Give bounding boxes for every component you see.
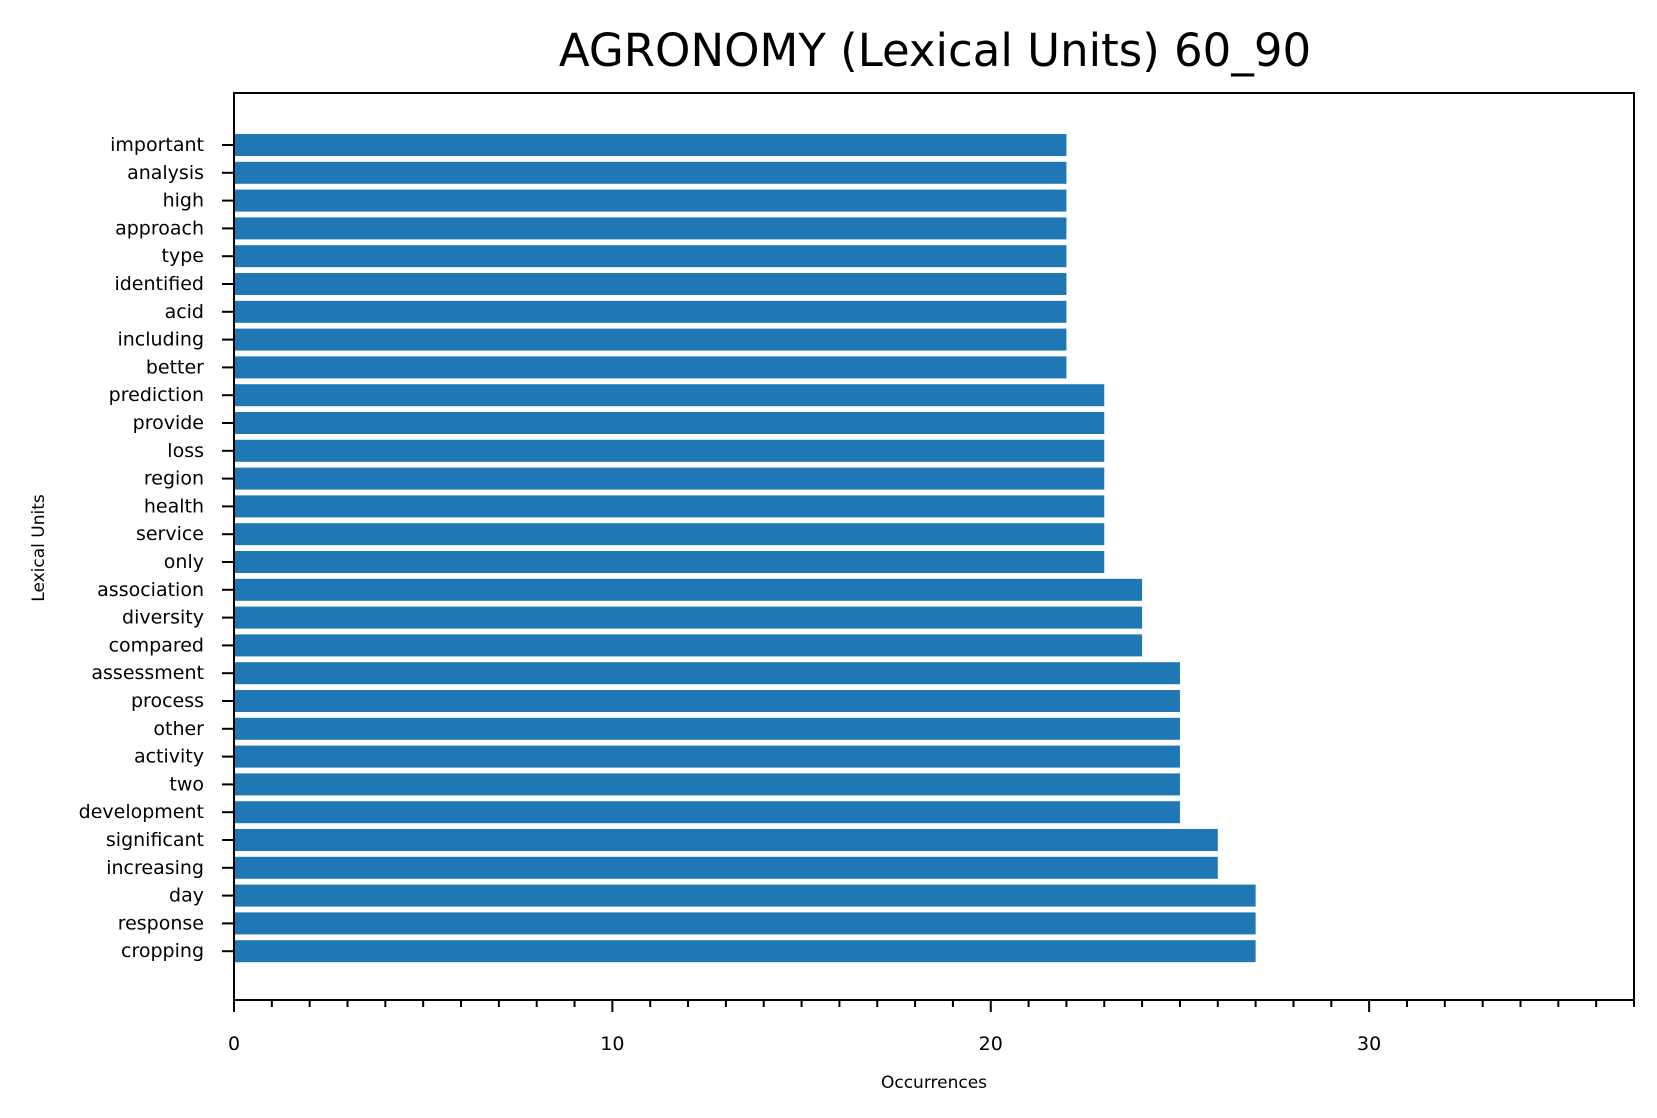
y-tick-label: service xyxy=(136,523,204,545)
y-tick-label: day xyxy=(169,885,204,907)
y-tick-label: acid xyxy=(165,301,204,323)
bar-two xyxy=(234,773,1180,796)
y-tick-label: association xyxy=(97,579,204,601)
bars-group xyxy=(234,134,1256,963)
y-ticks-group: important analysis high approach type identif… xyxy=(79,134,234,962)
bar-including xyxy=(234,328,1067,351)
bar-response xyxy=(234,912,1256,935)
bar-compared xyxy=(234,634,1143,657)
y-tick-label: approach xyxy=(115,217,204,239)
x-tick-label: 10 xyxy=(600,1033,624,1055)
y-tick-label: assessment xyxy=(91,662,204,684)
x-tick-label: 30 xyxy=(1357,1033,1381,1055)
y-tick-label: region xyxy=(144,468,204,490)
y-tick-label: health xyxy=(144,495,204,517)
y-tick-label: including xyxy=(117,329,204,351)
y-tick-label: two xyxy=(169,773,204,795)
bar-other xyxy=(234,717,1180,740)
bar-region xyxy=(234,467,1105,490)
y-axis-label: Lexical Units xyxy=(29,494,49,602)
bar-type xyxy=(234,245,1067,268)
bar-better xyxy=(234,356,1067,379)
bar-diversity xyxy=(234,606,1143,629)
bar-activity xyxy=(234,745,1180,768)
bar-loss xyxy=(234,439,1105,462)
bar-development xyxy=(234,801,1180,824)
x-ticks-group: 0 10 20 30 xyxy=(228,1000,1635,1055)
bar-provide xyxy=(234,412,1105,434)
bar-identified xyxy=(234,273,1067,295)
x-axis-label: Occurrences xyxy=(881,1073,987,1093)
bar-approach xyxy=(234,217,1067,240)
bar-service xyxy=(234,523,1105,546)
y-tick-label: loss xyxy=(167,440,204,462)
bar-increasing xyxy=(234,856,1218,879)
bar-acid xyxy=(234,300,1067,323)
y-tick-label: high xyxy=(163,190,204,212)
chart-title: AGRONOMY (Lexical Units) 60_90 xyxy=(559,24,1311,77)
bar-analysis xyxy=(234,161,1067,184)
y-tick-label: prediction xyxy=(109,384,204,406)
bar-high xyxy=(234,189,1067,212)
bar-cropping xyxy=(234,940,1256,963)
x-tick-label: 20 xyxy=(979,1033,1003,1055)
y-tick-label: activity xyxy=(134,746,204,768)
bar-prediction xyxy=(234,384,1105,407)
y-tick-label: better xyxy=(146,356,204,378)
y-tick-label: development xyxy=(79,801,204,823)
y-tick-label: response xyxy=(118,912,204,934)
plot-frame xyxy=(233,92,1635,1001)
bar-process xyxy=(234,690,1180,712)
y-tick-label: increasing xyxy=(106,857,204,879)
y-tick-label: only xyxy=(164,551,204,573)
bar-important xyxy=(234,134,1067,156)
bar-assessment xyxy=(234,662,1180,685)
y-tick-label: other xyxy=(153,718,204,740)
bar-health xyxy=(234,495,1105,518)
y-tick-label: process xyxy=(131,690,204,712)
y-tick-label: significant xyxy=(106,829,204,851)
bar-significant xyxy=(234,829,1218,851)
bar-only xyxy=(234,551,1105,573)
y-tick-label: important xyxy=(110,134,204,156)
y-tick-label: type xyxy=(162,245,204,267)
y-tick-label: analysis xyxy=(127,162,204,184)
bar-day xyxy=(234,884,1256,907)
y-tick-label: identified xyxy=(114,273,204,295)
x-tick-label: 0 xyxy=(228,1033,240,1055)
y-tick-label: compared xyxy=(109,634,204,656)
y-tick-label: provide xyxy=(133,412,204,434)
y-tick-label: cropping xyxy=(121,940,204,962)
y-tick-label: diversity xyxy=(122,607,204,629)
bar-association xyxy=(234,578,1143,601)
